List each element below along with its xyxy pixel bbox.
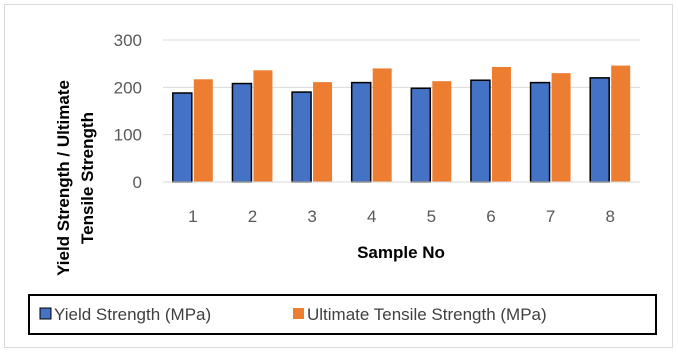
x-tick-label: 3: [307, 207, 316, 226]
y-axis-title: Yield Strength / Ultimate Tensile Streng…: [54, 80, 97, 276]
bar-ultimate-tensile-strength: [611, 65, 631, 182]
bar-yield-strength: [529, 81, 551, 183]
y-axis-title-line-2: Tensile Strength: [78, 112, 97, 244]
y-tick-label: 200: [114, 78, 142, 97]
x-tick-label: 6: [486, 207, 495, 226]
y-tick-label: 0: [133, 173, 142, 192]
bar-ultimate-tensile-strength: [432, 81, 452, 182]
bar-yield-strength: [410, 87, 432, 183]
x-tick-label: 2: [248, 207, 257, 226]
bar-yield-strength: [589, 77, 610, 183]
y-axis-tick-labels: 0 100 200 300: [114, 31, 142, 192]
y-axis-title-line-1: Yield Strength / Ultimate: [54, 80, 73, 276]
bar-yield-strength: [350, 81, 372, 183]
bar-yield-strength: [291, 91, 312, 183]
y-tick-label: 300: [114, 31, 142, 50]
x-tick-label: 7: [546, 207, 555, 226]
y-tick-label: 100: [114, 126, 142, 145]
x-tick-label: 8: [605, 207, 614, 226]
bar-yield-strength: [172, 92, 193, 183]
legend-label-uts: Ultimate Tensile Strength (MPa): [307, 305, 547, 324]
legend-swatch-yield: [39, 307, 52, 320]
bar-yield-strength: [470, 79, 491, 183]
bar-yield-strength: [231, 82, 253, 183]
bar-ultimate-tensile-strength: [253, 70, 273, 182]
bar-ultimate-tensile-strength: [491, 66, 511, 182]
x-tick-label: 5: [427, 207, 436, 226]
legend-label-yield: Yield Strength (MPa): [54, 305, 211, 324]
bar-ultimate-tensile-strength: [193, 79, 213, 182]
x-tick-label: 1: [188, 207, 197, 226]
bar-ultimate-tensile-strength: [313, 82, 333, 182]
legend-box: [28, 294, 657, 335]
bars: [172, 65, 631, 183]
bar-ultimate-tensile-strength: [551, 73, 571, 182]
x-axis-title: Sample No: [357, 243, 445, 262]
legend-swatch-uts: [293, 308, 304, 319]
x-axis-tick-labels: 1 2 3 4 5 6 7 8: [188, 207, 615, 226]
bar-ultimate-tensile-strength: [372, 68, 392, 182]
x-tick-label: 4: [367, 207, 376, 226]
